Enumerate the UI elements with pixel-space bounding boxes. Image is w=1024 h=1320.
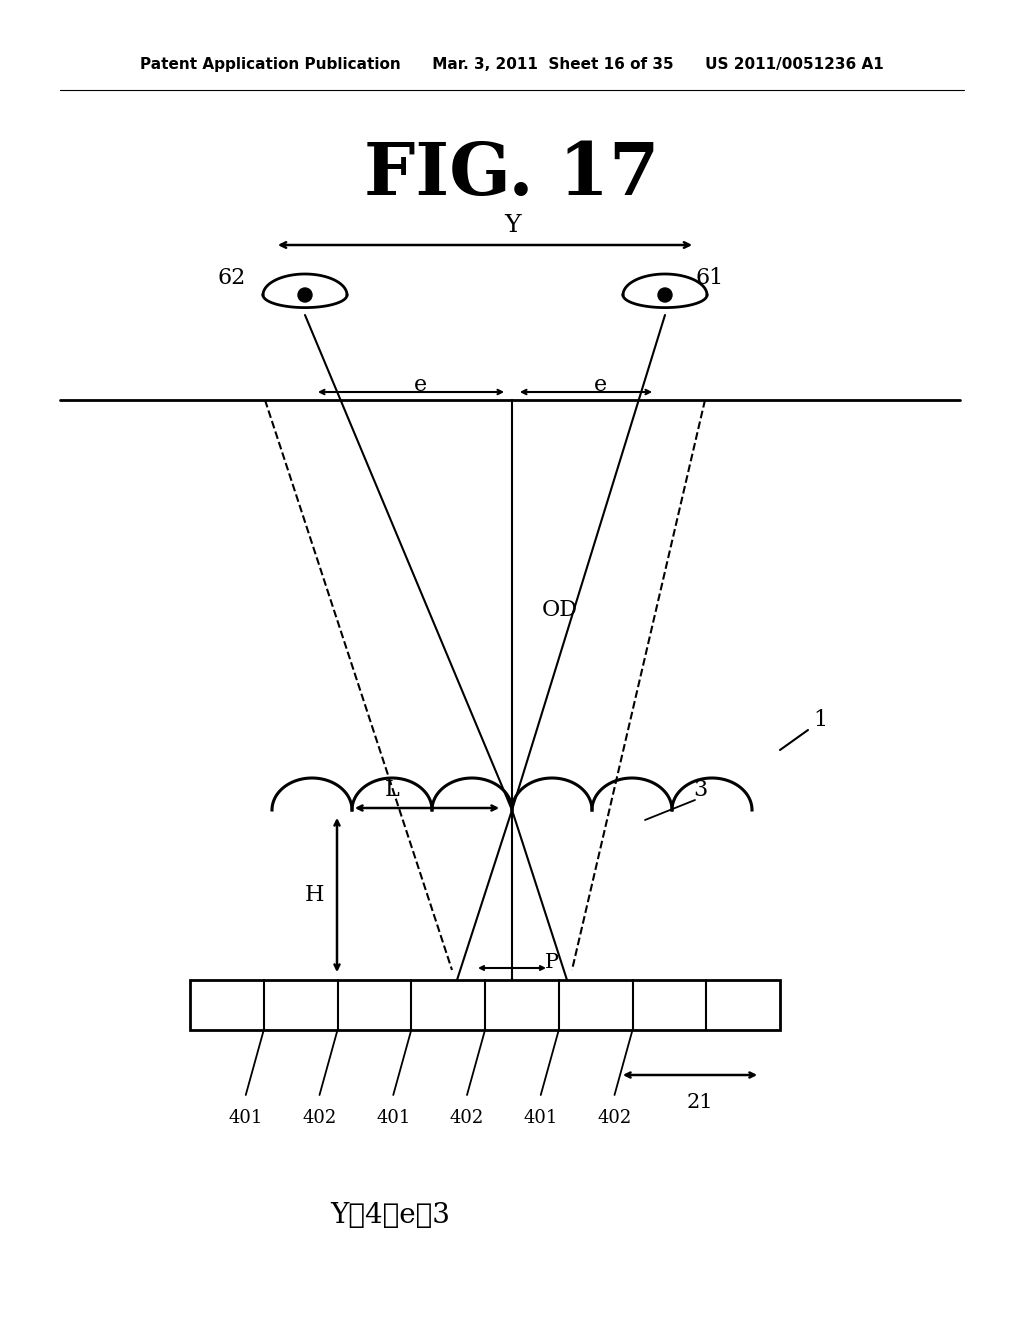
Text: 62: 62 xyxy=(218,267,246,289)
Text: P: P xyxy=(545,953,559,973)
Text: 401: 401 xyxy=(228,1109,263,1127)
Text: 61: 61 xyxy=(696,267,724,289)
Text: e: e xyxy=(414,374,427,396)
Bar xyxy=(190,979,780,1030)
Text: 1: 1 xyxy=(813,709,827,731)
Text: 402: 402 xyxy=(597,1109,632,1127)
Text: 21: 21 xyxy=(687,1093,714,1113)
Text: L: L xyxy=(385,779,399,801)
Text: 402: 402 xyxy=(450,1109,484,1127)
Text: OD: OD xyxy=(542,599,578,620)
Text: H: H xyxy=(305,884,325,906)
Text: Y: Y xyxy=(504,214,520,236)
Text: FIG. 17: FIG. 17 xyxy=(365,140,659,210)
Text: e: e xyxy=(594,374,606,396)
Text: Patent Application Publication      Mar. 3, 2011  Sheet 16 of 35      US 2011/00: Patent Application Publication Mar. 3, 2… xyxy=(140,58,884,73)
Circle shape xyxy=(658,288,672,302)
Text: 401: 401 xyxy=(376,1109,411,1127)
Circle shape xyxy=(298,288,312,302)
Text: Y／4＝e／3: Y／4＝e／3 xyxy=(330,1201,450,1229)
Text: 401: 401 xyxy=(523,1109,558,1127)
Text: 3: 3 xyxy=(693,779,708,801)
Text: 402: 402 xyxy=(302,1109,337,1127)
